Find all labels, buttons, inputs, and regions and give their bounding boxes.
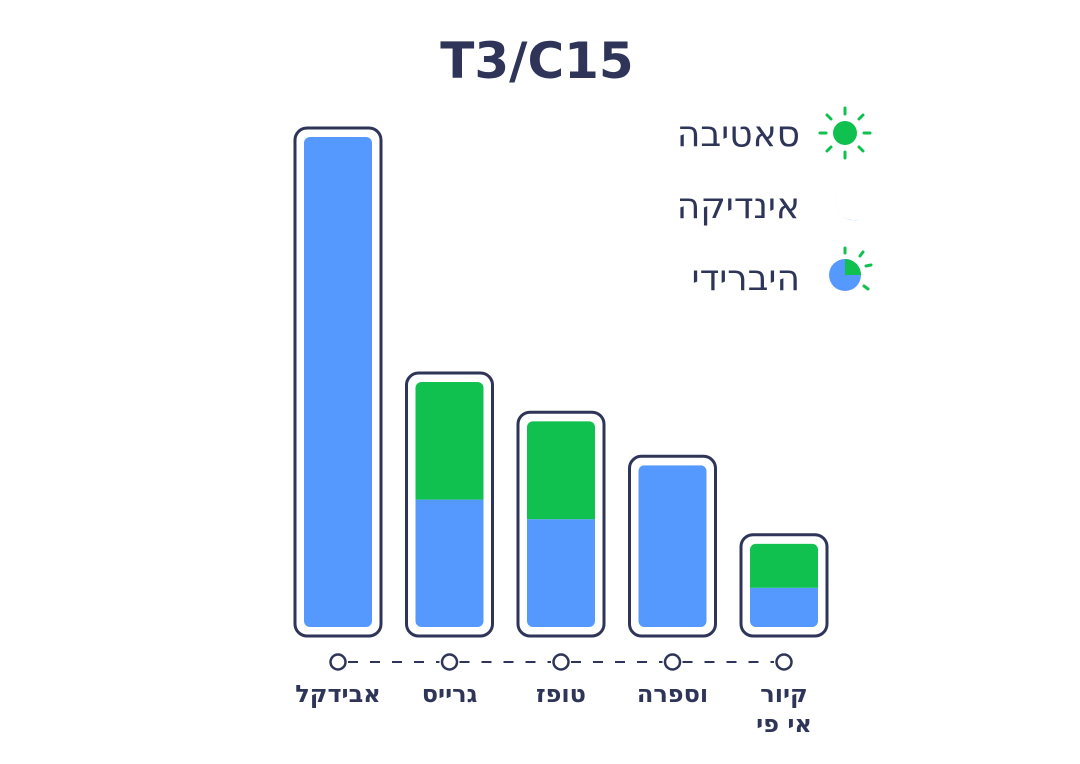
- bar-segments-1: [415, 382, 484, 627]
- category-label-line-2-0: טופז: [536, 680, 586, 708]
- bar-segments-4: [750, 543, 818, 627]
- category-label-line-1-0: גרייס: [422, 680, 478, 708]
- category-label-4: קיור אי פי: [756, 680, 812, 738]
- bar-2: [516, 410, 606, 638]
- legend-item-indica: אינדיקה: [677, 186, 866, 227]
- legend-label-indica: אינדיקה: [677, 186, 800, 227]
- bar-frame-4: [739, 533, 829, 638]
- bar-frame-0: [293, 126, 383, 638]
- bar-segment-3-0: [638, 465, 707, 627]
- bar-segment-4-1: [750, 543, 818, 588]
- bar-segment-4-0: [750, 587, 818, 627]
- category-label-line-0-0: אבידקל: [295, 680, 380, 708]
- legend-label-sativa: סאטיבה: [677, 114, 800, 155]
- bar-segment-1-0: [415, 499, 484, 627]
- bar-frame-1: [405, 371, 494, 638]
- category-label-1: גרייס: [422, 680, 478, 708]
- bar-segment-2-0: [527, 519, 595, 627]
- bar-segment-1-1: [415, 382, 484, 500]
- bar-segments-0: [304, 137, 372, 627]
- bar-0: [293, 126, 383, 638]
- bar-3: [628, 454, 717, 638]
- category-label-line-4-1: אי פי: [756, 710, 812, 738]
- category-axis: אבידקל גרייס טופז וספרה קיור אי פי: [295, 653, 812, 738]
- bars-group: [293, 126, 829, 638]
- bar-frame-2: [516, 410, 606, 638]
- axis-tick-3: [663, 653, 682, 671]
- sun-icon: [818, 106, 872, 160]
- legend-label-hybrid: היברידי: [692, 258, 800, 299]
- legend-item-sativa: סאטיבה: [677, 106, 872, 160]
- category-label-0: אבידקל: [295, 680, 380, 708]
- axis-tick-2: [552, 653, 570, 671]
- category-label-3: וספרה: [637, 680, 708, 708]
- moon-icon: [835, 188, 866, 221]
- axis-tick-4: [775, 653, 793, 671]
- axis-tick-1: [440, 653, 459, 671]
- bar-4: [739, 533, 829, 638]
- bar-segments-3: [638, 465, 707, 627]
- bar-segment-2-1: [527, 421, 595, 520]
- axis-tick-0: [329, 653, 347, 671]
- category-label-line-3-0: וספרה: [637, 680, 708, 708]
- category-label-line-4-0: קיור: [760, 680, 807, 708]
- bar-1: [405, 371, 494, 638]
- bar-frame-3: [628, 454, 717, 638]
- bar-segment-0-0: [304, 137, 372, 627]
- hybrid-icon: [829, 246, 873, 291]
- category-label-2: טופז: [536, 680, 586, 708]
- bar-segments-2: [527, 421, 595, 627]
- legend-item-hybrid: היברידי: [692, 246, 873, 299]
- chart-title: T3/C15: [440, 32, 633, 90]
- legend: סאטיבה אינדיקה ה: [677, 106, 873, 299]
